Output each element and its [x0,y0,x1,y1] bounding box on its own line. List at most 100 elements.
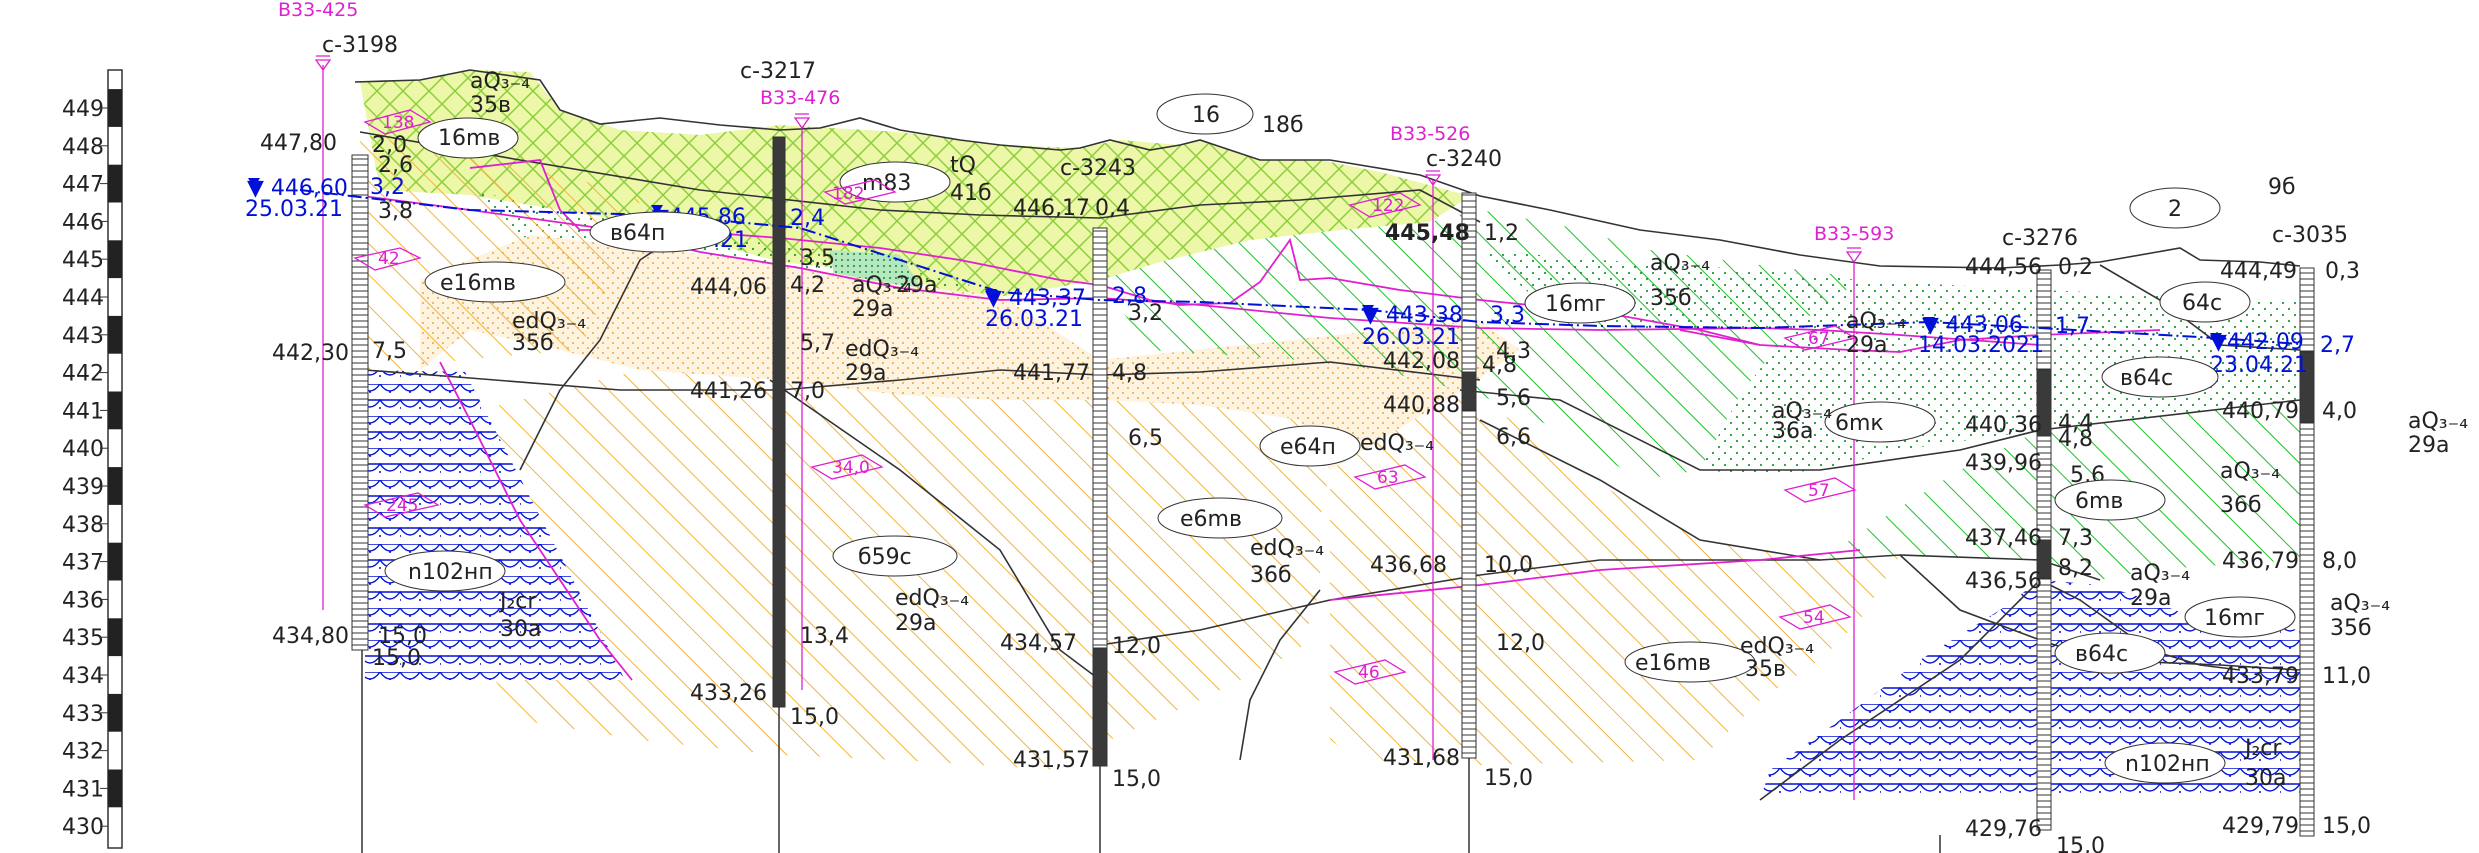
soil-index-18: 36а [1772,419,1813,444]
borehole-columns [351,136,2315,853]
water-depth-c3240: 3,3 [1490,303,1525,328]
mark-c3217-1: 433,26 [690,681,767,706]
surface-elev-c3240: 445,48 [1385,221,1470,246]
sample-number-7: 67 [1808,329,1830,349]
layer-jurassic-clay-left [365,370,625,680]
water-depth-c3243: 2,8 [1112,284,1147,309]
scale-block [108,618,122,657]
depth-c3035-4: 15,0 [2322,814,2371,839]
elevation-label: 434 [62,664,104,689]
borehole-column-c3198 [351,154,369,651]
ref-well-label-3: В33-526 [1390,123,1470,145]
surface-elev-c3243: 446,17 [1013,196,1090,221]
layer-orange-sand [420,235,1520,470]
mark-c3240-3: 431,68 [1383,746,1460,771]
sample-number-5: 122 [1372,196,1404,216]
depth-c3217-2: 5,7 [800,331,835,356]
soil-index-34: J₂cr [2243,736,2282,761]
soil-label-aq-29a-right: aQ₃₋₄ [1846,309,1906,334]
soil-index-17: в64с [2120,366,2173,391]
elevation-label: 436 [62,588,104,613]
soil-ellipse-n102np [384,550,506,592]
scale-block [108,315,122,354]
depth-c3035-1: 4,0 [2322,399,2357,424]
soil-index-6: 18б [1262,113,1304,138]
mark-c3243-0: 441,77 [1013,361,1090,386]
water-depth-c3276: 1,7 [2055,314,2090,339]
depth-c3276-2: 4,8 [2058,427,2093,452]
depth-c3198-1: 2,6 [378,153,413,178]
soil-ellipse-64c [2159,281,2251,323]
sample-diamond-0 [363,109,432,135]
mark-c3243-1: 434,57 [1000,631,1077,656]
depth-c3198-4: 15,0 [378,624,427,649]
borehole-id-c3243: c-3243 [1060,156,1136,181]
soil-index-8: 2 [2168,197,2182,222]
soil-index-25: б59с [858,545,912,570]
depth-c3035-3: 11,0 [2322,664,2371,689]
elevation-label: 432 [62,740,104,765]
sample-diamond-1 [353,247,422,271]
depth-c3217-1: 4,2 [790,273,825,298]
soil-index-21: 36б [2220,493,2262,518]
sample-diamond-5 [1348,192,1422,218]
ref-well-marker-2 [793,113,811,130]
soil-index-2: 16mв [438,126,500,151]
soil-index-13: 35б [512,331,554,356]
water-date-c3276: 14.03.2021 [1918,333,2044,358]
elevation-label: 448 [62,135,104,160]
soil-ellipse-e16mv-right [1624,641,1756,683]
soil-ellipse-n102np-right [2104,742,2226,784]
depth-c3198-5: 15,0 [372,646,421,671]
depth-c3243-1: 3,2 [1128,301,1163,326]
soil-index-12: в64п [610,221,665,246]
soil-index-27: n102нп [408,560,493,585]
soil-index-19: 6mк [1835,411,1884,436]
soil-index-24: 29а [2130,586,2171,611]
soil-ellipse-6mv [2054,479,2166,521]
mark-c3035-1: 436,79 [2222,549,2299,574]
sample-diamond-7 [1783,325,1857,351]
elevation-label: 439 [62,475,104,500]
depth-c3240-2: 4,8 [1482,353,1517,378]
sample-number-4: 34,0 [832,458,870,478]
elevation-label: 433 [62,702,104,727]
soil-ellipse-e64p [1259,425,1361,467]
borehole-column-c3240 [1461,192,1477,759]
mark-c3276-4: 429,76 [1965,817,2042,842]
mark-c3240-2: 436,68 [1370,553,1447,578]
soil-index-16: 29а [896,273,937,298]
soil-label-aq-c3035: aQ₃₋₄ [2330,591,2390,616]
borehole-id-c3276: c-3276 [2002,226,2078,251]
sample-diamond-2 [363,492,440,518]
soil-index-26: e6mв [1180,507,1242,532]
soil-index-10: 64с [2182,291,2222,316]
depth-c3035-2: 8,0 [2322,549,2357,574]
sample-diamond-10 [1333,659,1407,685]
soil-index-22: 6mв [2075,489,2123,514]
surface-elev-c3276: 444,56 [1965,255,2042,280]
depth-c3240-7: 15,0 [1484,766,1533,791]
water-marker-c3217 [651,205,663,215]
water-depth-c3217: 2,4 [790,206,825,231]
depth-c3217-0: 3,5 [800,246,835,271]
depth-c3240-0: 1,2 [1484,221,1519,246]
soil-label-aq-36a: aQ₃₋₄ [1772,399,1832,424]
ref-well-label-4: В33-593 [1814,223,1894,245]
soil-label-edq-mid: edQ₃₋₄ [845,337,919,362]
soil-labels: aQ₃₋₄ 35в 16mв m83 tQ 41б 18б 16 2 9б 64… [384,69,2468,791]
sample-diamond-9 [1778,604,1852,630]
ref-well-marker-4 [1845,247,1863,264]
soil-ellipse-v64c [2101,356,2219,398]
surface-elev-c3217: 444,06 [690,275,767,300]
ref-well-markers [314,55,1863,264]
water-depth-c3035: 2,7 [2320,333,2355,358]
depth-c3240-4: 6,6 [1496,425,1531,450]
soil-ellipse-2 [2129,187,2221,229]
depth-c3217-3: 7,0 [790,379,825,404]
sample-number-3: 182 [832,184,864,204]
soil-ellipse-v64p [589,211,731,253]
elevation-label: 437 [62,551,104,576]
soil-label-16mg-mid: 16mг [1545,292,1606,317]
water-level-c3035: ▼442,09 [2210,330,2304,355]
